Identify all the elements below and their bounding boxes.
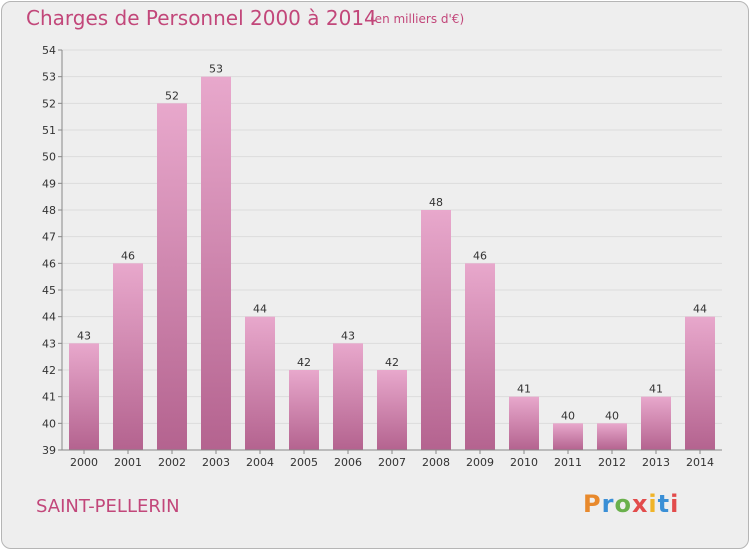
- bar-2004[interactable]: [245, 316, 275, 450]
- data-label: 44: [253, 303, 267, 316]
- x-tick-label: 2009: [466, 456, 494, 469]
- x-tick-label: 2014: [686, 456, 714, 469]
- data-label: 40: [561, 409, 575, 422]
- x-tick-label: 2003: [202, 456, 230, 469]
- bar-2008[interactable]: [421, 210, 451, 450]
- x-tick-label: 2013: [642, 456, 670, 469]
- x-tick-label: 2007: [378, 456, 406, 469]
- y-tick-label: 40: [42, 417, 56, 430]
- y-tick-label: 49: [42, 177, 56, 190]
- data-label: 42: [297, 356, 311, 369]
- y-tick-label: 46: [42, 257, 56, 270]
- bar-2007[interactable]: [377, 370, 407, 450]
- proxiti-logo[interactable]: Proxiti: [583, 490, 679, 518]
- bar-2013[interactable]: [641, 396, 671, 450]
- logo-letter: t: [657, 490, 671, 518]
- y-tick-label: 48: [42, 204, 56, 217]
- bar-2003[interactable]: [201, 76, 231, 451]
- bar-2009[interactable]: [465, 263, 495, 450]
- data-label: 41: [649, 383, 663, 396]
- y-tick-label: 45: [42, 284, 56, 297]
- data-label: 46: [473, 249, 487, 262]
- y-tick-label: 44: [42, 311, 56, 324]
- bar-2001[interactable]: [113, 263, 143, 450]
- bar-2011[interactable]: [553, 423, 583, 450]
- logo-letter: i: [648, 490, 658, 518]
- bar-2005[interactable]: [289, 370, 319, 450]
- data-label: 48: [429, 196, 443, 209]
- x-tick-label: 2006: [334, 456, 362, 469]
- y-tick-label: 43: [42, 337, 56, 350]
- bar-2012[interactable]: [597, 423, 627, 450]
- x-tick-label: 2011: [554, 456, 582, 469]
- y-tick-label: 42: [42, 364, 56, 377]
- x-tick-label: 2008: [422, 456, 450, 469]
- y-tick-label: 41: [42, 391, 56, 404]
- logo-letter: i: [670, 490, 680, 518]
- y-tick-label: 39: [42, 444, 56, 457]
- bar-2002[interactable]: [157, 103, 187, 450]
- data-label: 46: [121, 249, 135, 262]
- x-tick-label: 2001: [114, 456, 142, 469]
- bar-2010[interactable]: [509, 396, 539, 450]
- logo-letter: r: [601, 490, 615, 518]
- x-tick-label: 2010: [510, 456, 538, 469]
- logo-letter: P: [583, 490, 602, 518]
- bar-2014[interactable]: [685, 316, 715, 450]
- x-tick-label: 2012: [598, 456, 626, 469]
- y-tick-label: 53: [42, 71, 56, 84]
- x-tick-label: 2005: [290, 456, 318, 469]
- data-label: 42: [385, 356, 399, 369]
- commune-name: SAINT-PELLERIN: [36, 496, 180, 517]
- y-tick-label: 54: [42, 44, 56, 57]
- data-label: 43: [341, 329, 355, 342]
- bar-2006[interactable]: [333, 343, 363, 450]
- y-tick-label: 51: [42, 124, 56, 137]
- y-tick-label: 50: [42, 151, 56, 164]
- y-tick-label: 47: [42, 231, 56, 244]
- x-tick-label: 2000: [70, 456, 98, 469]
- y-tick-label: 52: [42, 97, 56, 110]
- logo-letter: o: [614, 490, 632, 518]
- data-label: 41: [517, 383, 531, 396]
- chart-title: Charges de Personnel 2000 à 2014: [26, 6, 377, 30]
- bar-2000[interactable]: [69, 343, 99, 450]
- x-tick-label: 2002: [158, 456, 186, 469]
- data-label: 43: [77, 329, 91, 342]
- chart-subtitle: (en milliers d'€): [370, 12, 465, 26]
- data-label: 52: [165, 89, 179, 102]
- x-tick-label: 2004: [246, 456, 274, 469]
- logo-letter: x: [631, 490, 649, 518]
- data-label: 44: [693, 303, 707, 316]
- data-label: 40: [605, 409, 619, 422]
- data-label: 53: [209, 63, 223, 76]
